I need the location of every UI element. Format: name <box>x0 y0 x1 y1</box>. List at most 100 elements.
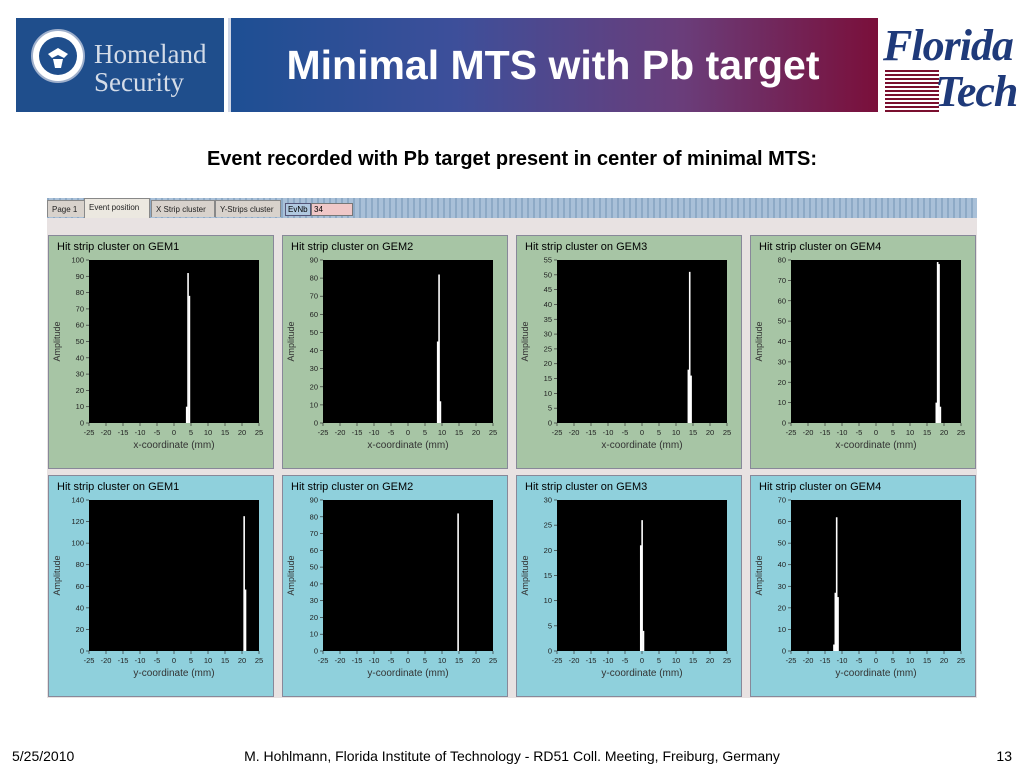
x-tick-label: 25 <box>957 656 965 665</box>
x-tick-label: 15 <box>689 656 697 665</box>
histogram-bar <box>938 264 940 423</box>
x-tick-label: -15 <box>820 428 831 437</box>
histogram-bar <box>834 592 837 651</box>
x-tick-label: -5 <box>856 656 863 665</box>
x-tick-label: 10 <box>672 656 680 665</box>
x-tick-label: 20 <box>238 428 246 437</box>
histogram-chart: Hit strip cluster on GEM4010203040506070… <box>754 481 965 679</box>
y-tick-label: 140 <box>71 496 84 505</box>
x-tick-label: -25 <box>84 656 95 665</box>
y-axis-label: Amplitude <box>754 555 764 595</box>
x-tick-label: -15 <box>352 656 363 665</box>
chart-panel-y-gem4: Hit strip cluster on GEM4 0 10 20 30 40 50 60 70… <box>750 475 976 697</box>
histogram-chart: Hit strip cluster on GEM2010203040506070… <box>286 481 497 679</box>
histogram-bar <box>244 589 247 651</box>
chart-panel-x-gem1: Hit strip cluster on GEM1 0 10 20 30 40 50 60 70… <box>48 235 274 469</box>
y-tick-label: 60 <box>76 321 84 330</box>
x-tick-label: 15 <box>455 428 463 437</box>
y-tick-label: 0 <box>782 647 786 656</box>
x-tick-label: -15 <box>586 656 597 665</box>
plot-area <box>791 500 961 651</box>
x-tick-label: -20 <box>101 428 112 437</box>
x-tick-label: 5 <box>189 428 193 437</box>
histogram-bar <box>936 262 939 423</box>
x-axis-label: x-coordinate (mm) <box>601 440 682 451</box>
x-tick-label: 20 <box>940 656 948 665</box>
x-tick-label: -25 <box>786 656 797 665</box>
tab-y-strips-cluster[interactable]: Y-Strips cluster <box>215 200 281 217</box>
x-tick-label: 25 <box>255 428 263 437</box>
y-tick-label: 90 <box>310 256 318 265</box>
dhs-seal-icon <box>31 29 85 83</box>
histogram-bar <box>438 274 440 423</box>
x-tick-label: -10 <box>837 656 848 665</box>
x-tick-label: 10 <box>438 428 446 437</box>
x-tick-label: -5 <box>856 428 863 437</box>
x-tick-label: 20 <box>472 656 480 665</box>
x-tick-label: 5 <box>891 656 895 665</box>
x-tick-label: -15 <box>118 656 129 665</box>
x-tick-label: 0 <box>640 428 644 437</box>
y-tick-label: 30 <box>310 596 318 605</box>
y-tick-label: 25 <box>544 344 552 353</box>
x-tick-label: 25 <box>957 428 965 437</box>
x-tick-label: 0 <box>172 656 176 665</box>
x-tick-label: 5 <box>423 656 427 665</box>
plot-area <box>323 500 493 651</box>
x-tick-label: -25 <box>84 428 95 437</box>
y-tick-label: 20 <box>778 378 786 387</box>
x-tick-label: 0 <box>874 428 878 437</box>
y-tick-label: 30 <box>76 370 84 379</box>
tab-x-strip-cluster[interactable]: X Strip cluster <box>151 200 215 217</box>
histogram-bar <box>188 295 191 423</box>
y-axis-label: Amplitude <box>754 321 764 361</box>
histogram-bar <box>687 369 690 423</box>
logo-word-tech: Tech <box>935 67 1018 116</box>
y-tick-label: 5 <box>548 404 552 413</box>
y-tick-label: 10 <box>310 400 318 409</box>
y-tick-label: 20 <box>310 382 318 391</box>
y-tick-label: 80 <box>76 560 84 569</box>
y-tick-label: 10 <box>778 398 786 407</box>
page-title: Minimal MTS with Pb target <box>286 42 820 88</box>
chart-panel-y-gem1: Hit strip cluster on GEM1 0 20 40 60 80 100 120… <box>48 475 274 697</box>
y-tick-label: 0 <box>80 419 84 428</box>
x-tick-label: 15 <box>221 656 229 665</box>
y-tick-label: 10 <box>544 596 552 605</box>
x-tick-label: -5 <box>154 656 161 665</box>
y-tick-label: 60 <box>310 310 318 319</box>
x-tick-label: -10 <box>369 428 380 437</box>
x-tick-label: 10 <box>204 656 212 665</box>
plot-area <box>89 260 259 423</box>
florida-tech-logo: Florida Tech <box>879 18 1018 116</box>
y-tick-label: 40 <box>778 560 786 569</box>
y-tick-label: 70 <box>76 304 84 313</box>
chart-panel-x-gem4: Hit strip cluster on GEM4 0 10 20 30 40 50 60 70… <box>750 235 976 469</box>
x-tick-label: -20 <box>569 428 580 437</box>
tab-page-1[interactable]: Page 1 <box>47 200 85 217</box>
chart-title: Hit strip cluster on GEM3 <box>525 241 647 253</box>
y-tick-label: 20 <box>310 613 318 622</box>
x-tick-label: 15 <box>923 428 931 437</box>
dhs-logo: Homeland Security <box>16 18 224 112</box>
slide-subtitle: Event recorded with Pb target present in… <box>206 148 818 170</box>
evnb-label: EvNb <box>285 203 311 216</box>
y-axis-label: Amplitude <box>520 555 530 595</box>
y-tick-label: 20 <box>76 625 84 634</box>
x-tick-label: -20 <box>335 428 346 437</box>
tab-event-position[interactable]: Event position <box>84 198 150 218</box>
chart-title: Hit strip cluster on GEM4 <box>759 241 881 253</box>
logo-stripes <box>885 70 939 112</box>
y-tick-label: 10 <box>544 389 552 398</box>
y-tick-label: 0 <box>314 647 318 656</box>
x-tick-label: 20 <box>706 428 714 437</box>
x-tick-label: 20 <box>472 428 480 437</box>
x-tick-label: -15 <box>118 428 129 437</box>
y-tick-label: 30 <box>544 496 552 505</box>
x-tick-label: 20 <box>238 656 246 665</box>
x-tick-label: 10 <box>906 428 914 437</box>
evnb-input[interactable]: 34 <box>311 203 353 216</box>
y-tick-label: 0 <box>314 419 318 428</box>
x-tick-label: -10 <box>603 428 614 437</box>
x-tick-label: -25 <box>552 656 563 665</box>
